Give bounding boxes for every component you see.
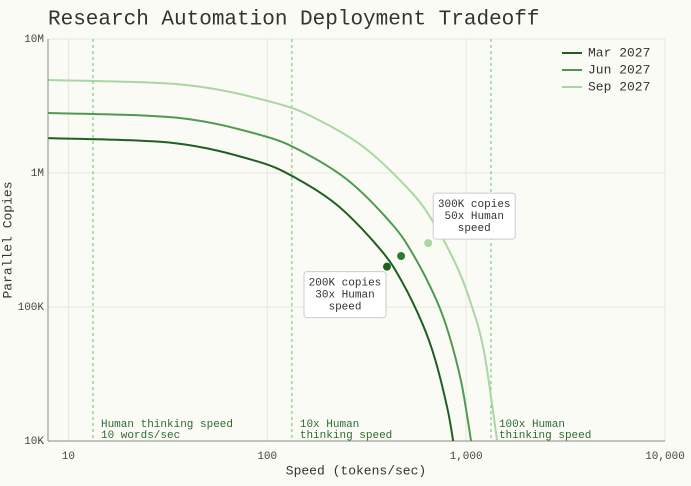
- callout-text: speed: [328, 302, 361, 314]
- callout-text: 200K copies: [309, 278, 382, 290]
- legend-label: Jun 2027: [588, 62, 650, 77]
- reference-label: 100x Human: [499, 419, 565, 431]
- y-tick-label: 1M: [31, 168, 44, 180]
- highlight-point: [397, 252, 406, 261]
- x-tick-label: 10,000: [645, 451, 685, 463]
- legend-label: Sep 2027: [588, 79, 650, 94]
- reference-label: thinking speed: [300, 430, 392, 442]
- x-tick-label: 10: [62, 451, 75, 463]
- y-tick-label: 100K: [18, 302, 45, 314]
- y-tick-label: 10K: [24, 436, 44, 448]
- callout-box: [303, 271, 387, 319]
- callout-text: 300K copies: [438, 199, 511, 211]
- reference-label: 10 words/sec: [101, 430, 180, 442]
- legend-label: Mar 2027: [588, 45, 650, 60]
- callout-box: [432, 192, 516, 240]
- reference-label: Human thinking speed: [101, 419, 233, 431]
- callout-text: 50x Human: [445, 211, 504, 223]
- reference-label: 10x Human: [300, 419, 359, 431]
- x-axis-label: Speed (tokens/sec): [286, 463, 426, 478]
- y-tick-label: 10M: [24, 34, 44, 46]
- reference-label: thinking speed: [499, 430, 591, 442]
- highlight-point: [382, 262, 391, 271]
- series-line: [48, 137, 455, 442]
- x-tick-label: 100: [257, 451, 277, 463]
- highlight-point: [424, 239, 433, 248]
- x-tick-label: 1,000: [450, 451, 483, 463]
- series-line: [48, 79, 499, 442]
- series-line: [48, 111, 473, 442]
- chart-title: Research Automation Deployment Tradeoff: [48, 9, 539, 32]
- y-axis-label: Parallel Copies: [0, 181, 15, 298]
- callout-text: speed: [458, 223, 491, 235]
- callout-text: 30x Human: [315, 290, 374, 302]
